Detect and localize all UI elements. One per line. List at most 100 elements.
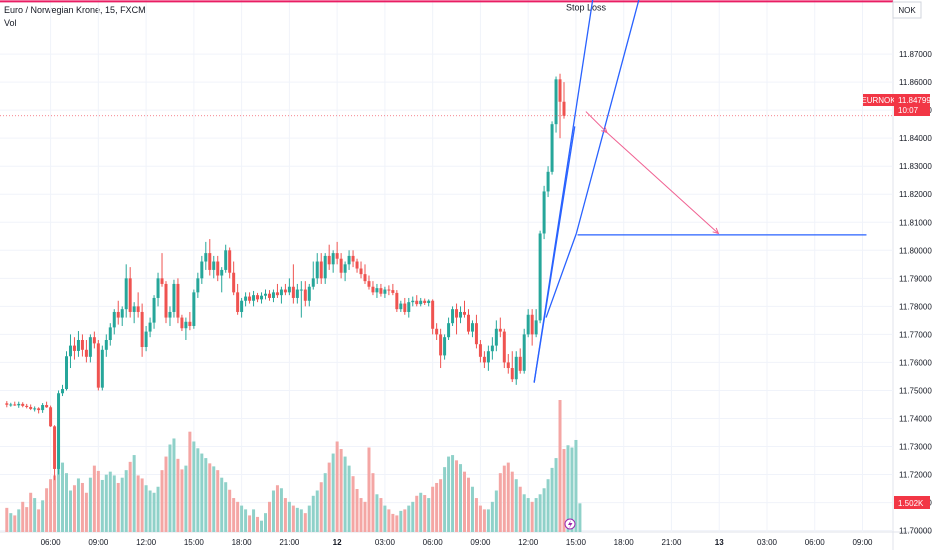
- candle-body: [84, 349, 88, 357]
- candle-body: [132, 306, 136, 312]
- candle-body: [343, 264, 347, 273]
- volume-bar: [92, 465, 96, 532]
- volume-bar: [144, 485, 148, 532]
- price-tick-label: 11.80000: [899, 246, 932, 255]
- volume-bar: [244, 509, 248, 532]
- volume-bar: [152, 492, 156, 532]
- volume-bar: [335, 441, 339, 532]
- volume-bar: [204, 458, 208, 532]
- time-axis[interactable]: 06:00 09:00 12:00 15:00 18:00 21:00 12 03:00 06:…: [41, 538, 873, 547]
- volume-bar: [319, 482, 323, 532]
- candle-body: [176, 283, 180, 318]
- candle-body: [459, 311, 463, 318]
- volume-bar: [128, 461, 132, 532]
- last-volume-tag: [894, 496, 930, 509]
- candle-body: [443, 337, 447, 356]
- price-tick-label: 11.84000: [899, 134, 932, 143]
- volume-bar: [220, 477, 224, 532]
- volume-bar: [140, 478, 144, 532]
- volume-bar: [530, 501, 534, 532]
- candle-body: [116, 311, 120, 318]
- candle-body: [184, 321, 188, 329]
- volume-bar: [514, 479, 518, 532]
- candle-body: [379, 288, 383, 294]
- volume-bar: [494, 490, 498, 532]
- time-tick-label: 12:00: [518, 538, 539, 547]
- price-tick-label: 11.76000: [899, 358, 932, 367]
- price-tick-label: 11.77000: [899, 330, 932, 339]
- price-tick-label: 11.78000: [899, 302, 932, 311]
- symbol-tag-label: EURNOK: [861, 96, 896, 105]
- volume-bar: [228, 489, 232, 532]
- time-tick-label: 18:00: [614, 538, 635, 547]
- candle-body: [451, 309, 455, 324]
- candle-body: [279, 289, 283, 296]
- candle-body: [45, 405, 49, 408]
- candle-body: [49, 407, 53, 427]
- price-tick-label: 11.87000: [899, 50, 932, 59]
- drawings[interactable]: Stop Loss: [0, 0, 893, 383]
- volume-bar: [224, 482, 228, 532]
- alert-icon[interactable]: [564, 518, 576, 530]
- projection-arrow-segment: [585, 111, 608, 133]
- volume-bar: [279, 488, 283, 532]
- volume-bar: [415, 495, 419, 532]
- volume-bar: [13, 515, 17, 532]
- volume-bar: [371, 473, 375, 532]
- volume-bar: [188, 431, 192, 532]
- price-axis[interactable]: NOK 11.7000011.7100011.7200011.7300011.7…: [892, 1, 932, 536]
- candle-body: [307, 286, 311, 301]
- candle-body: [455, 309, 459, 318]
- candle-body: [196, 278, 200, 293]
- candle-body: [339, 258, 343, 273]
- volume-indicator-label[interactable]: Vol: [4, 18, 17, 28]
- candle-body: [120, 309, 124, 318]
- volume-bar: [550, 467, 554, 532]
- candle-body: [291, 286, 295, 298]
- volume-bar: [29, 492, 33, 532]
- candle-body: [474, 323, 478, 345]
- volume-bar: [112, 475, 116, 532]
- volume-bar: [498, 473, 502, 532]
- candle-body: [423, 300, 427, 303]
- volume-bar: [76, 478, 80, 532]
- candle-body: [486, 351, 490, 363]
- candle-body: [267, 293, 271, 298]
- candle-body: [25, 405, 29, 407]
- currency-box[interactable]: [892, 1, 922, 19]
- candle-body: [439, 334, 443, 356]
- candle-body: [562, 101, 566, 116]
- volume-bar: [41, 500, 45, 532]
- volume-bar: [303, 513, 307, 532]
- volume-bar: [443, 467, 447, 532]
- candle-body: [411, 300, 415, 303]
- candle-body: [220, 269, 224, 276]
- volume-bar: [383, 505, 387, 532]
- candle-body: [13, 404, 17, 406]
- candlesticks: [5, 73, 566, 481]
- volume-bar: [522, 494, 526, 532]
- candle-body: [216, 261, 220, 276]
- candle-body: [96, 343, 100, 388]
- volume-bar: [200, 453, 204, 532]
- volume-bar: [156, 486, 160, 532]
- candle-body: [482, 356, 486, 363]
- candle-body: [315, 261, 319, 279]
- volume-bar: [435, 482, 439, 532]
- time-tick-label: 21:00: [279, 538, 300, 547]
- candle-body: [299, 289, 303, 291]
- candle-body: [323, 255, 327, 279]
- volume-bar: [578, 503, 582, 532]
- last-volume-value: 1.502K: [898, 499, 924, 508]
- volume-bar: [283, 498, 287, 532]
- volume-bar: [9, 513, 13, 532]
- candle-body: [65, 356, 68, 390]
- volume-bar: [387, 509, 391, 532]
- price-tick-label: 11.83000: [899, 162, 932, 171]
- candle-body: [128, 278, 132, 312]
- candle-body: [311, 278, 315, 287]
- candle-body: [427, 300, 431, 303]
- candle-body: [244, 296, 248, 301]
- symbol-tag: [863, 94, 894, 106]
